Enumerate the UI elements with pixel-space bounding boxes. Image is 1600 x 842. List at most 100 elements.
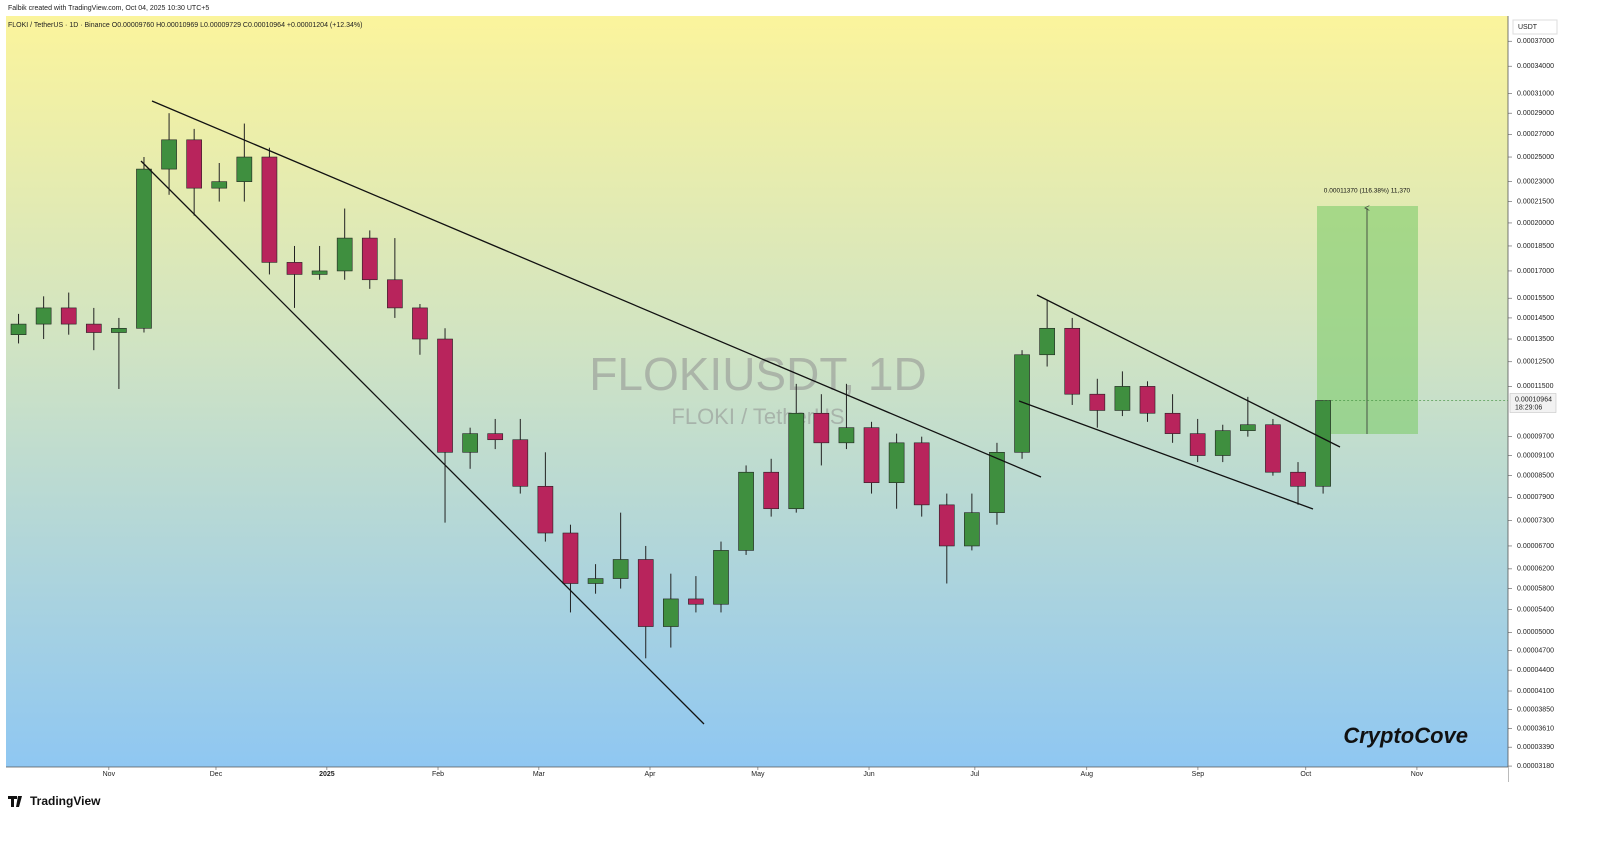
candle-body bbox=[1189, 433, 1206, 456]
candle-body bbox=[1265, 424, 1281, 473]
y-tick-label: 0.00013500 bbox=[1517, 336, 1554, 343]
candle-body bbox=[1039, 327, 1055, 356]
candle-body bbox=[537, 485, 554, 534]
brand-logo bbox=[8, 796, 22, 807]
candle-body bbox=[938, 504, 955, 547]
candle-body bbox=[763, 471, 780, 510]
x-tick-label: 2025 bbox=[319, 771, 335, 778]
currency: USDT bbox=[1518, 24, 1538, 31]
y-tick-label: 0.00031000 bbox=[1517, 90, 1554, 97]
candle-body bbox=[964, 512, 980, 547]
y-tick-label: 0.00004700 bbox=[1517, 648, 1554, 655]
candle-body bbox=[387, 279, 403, 309]
credit: Falbik created with TradingView.com, Oct… bbox=[8, 5, 209, 12]
candle-body bbox=[989, 451, 1005, 513]
plot-bg bbox=[6, 16, 1508, 767]
candle-body bbox=[1089, 393, 1106, 411]
y-tick-label: 0.00009100 bbox=[1517, 452, 1554, 459]
y-tick-label: 0.00007900 bbox=[1517, 494, 1554, 501]
candle-body bbox=[863, 427, 880, 484]
signature: CryptoCove bbox=[1343, 723, 1468, 748]
candle-body bbox=[813, 412, 830, 444]
candle-body bbox=[1240, 424, 1256, 431]
candle-body bbox=[562, 532, 579, 584]
candle-body bbox=[1014, 354, 1030, 453]
y-tick-label: 0.00007300 bbox=[1517, 517, 1554, 524]
y-tick-label: 0.00012500 bbox=[1517, 359, 1554, 366]
x-tick-label: Nov bbox=[1411, 771, 1424, 778]
y-tick-label: 0.00015500 bbox=[1517, 295, 1554, 302]
candle-body bbox=[838, 427, 855, 444]
trendline bbox=[151, 100, 1042, 478]
y-tick-label: 0.00006200 bbox=[1517, 566, 1554, 573]
candle-body bbox=[437, 338, 453, 453]
trendline bbox=[1018, 400, 1314, 510]
candle-body bbox=[1139, 386, 1156, 414]
x-tick-label: Sep bbox=[1192, 771, 1205, 778]
candle-body bbox=[1114, 386, 1131, 411]
y-tick-label: 0.00004100 bbox=[1517, 688, 1554, 695]
x-tick-label: Apr bbox=[645, 771, 657, 778]
trendline bbox=[140, 160, 705, 725]
candle-body bbox=[286, 262, 303, 275]
last-price-box bbox=[1509, 393, 1557, 413]
x-tick-label: Aug bbox=[1081, 771, 1094, 778]
y-tick-label: 0.00023000 bbox=[1517, 179, 1554, 186]
y-tick-label: 0.00003390 bbox=[1517, 744, 1554, 751]
candle-body bbox=[412, 307, 428, 340]
candle-body bbox=[612, 559, 629, 579]
candle-body bbox=[336, 237, 353, 272]
candle-body bbox=[637, 559, 654, 627]
time-axis bbox=[6, 767, 1508, 782]
candle-body bbox=[85, 323, 102, 333]
y-tick-label: 0.00037000 bbox=[1517, 38, 1554, 45]
candle-body bbox=[60, 307, 77, 325]
y-tick-label: 0.00027000 bbox=[1517, 131, 1554, 138]
measure-label: 0.00011370 (116.38%) 11,370 bbox=[1324, 188, 1411, 195]
candle-body bbox=[587, 578, 604, 584]
candle-body bbox=[211, 181, 228, 189]
candle-body bbox=[161, 139, 177, 170]
candle-body bbox=[888, 442, 905, 484]
candle-body bbox=[111, 327, 127, 333]
y-tick-label: 0.00003610 bbox=[1517, 725, 1554, 732]
y-tick-label: 0.00008500 bbox=[1517, 473, 1554, 480]
candle-body bbox=[462, 433, 478, 453]
y-tick-label: 0.00021500 bbox=[1517, 198, 1554, 205]
x-tick-label: Jul bbox=[970, 771, 979, 778]
y-tick-label: 0.00005800 bbox=[1517, 585, 1554, 592]
candle-body bbox=[788, 412, 805, 510]
candle-body bbox=[1164, 412, 1181, 434]
currency-box bbox=[1512, 19, 1558, 35]
countdown: 18:29:06 bbox=[1515, 404, 1542, 411]
y-tick-label: 0.00004400 bbox=[1517, 667, 1554, 674]
last-price-label: 0.00010964 bbox=[1515, 396, 1552, 403]
candle-body bbox=[1214, 430, 1231, 456]
y-tick-label: 0.00025000 bbox=[1517, 154, 1554, 161]
candle-body bbox=[487, 433, 504, 441]
measure-box bbox=[1317, 206, 1418, 434]
candle-body bbox=[688, 598, 704, 605]
candle-body bbox=[361, 237, 378, 281]
watermark: FLOKIUSDT, 1D bbox=[589, 348, 926, 400]
y-tick-label: 0.00034000 bbox=[1517, 63, 1554, 70]
y-tick-label: 0.00006700 bbox=[1517, 543, 1554, 550]
y-tick-label: 0.00005400 bbox=[1517, 607, 1554, 614]
candle-body bbox=[713, 550, 729, 605]
candle-body bbox=[35, 307, 52, 325]
candle-body bbox=[662, 598, 679, 627]
y-tick-label: 0.00005000 bbox=[1517, 629, 1554, 636]
candle-body bbox=[311, 270, 328, 275]
candle-body bbox=[186, 139, 202, 189]
candles bbox=[10, 113, 1331, 659]
candle-body bbox=[261, 156, 278, 263]
candle-body bbox=[512, 439, 529, 487]
x-tick-label: May bbox=[751, 771, 765, 778]
brand: TradingView bbox=[30, 794, 101, 808]
trendlines bbox=[140, 100, 1341, 725]
candle-body bbox=[1315, 400, 1331, 487]
y-tick-label: 0.00011500 bbox=[1517, 383, 1554, 390]
y-tick-label: 0.00009700 bbox=[1517, 434, 1554, 441]
candle-body bbox=[10, 323, 27, 335]
